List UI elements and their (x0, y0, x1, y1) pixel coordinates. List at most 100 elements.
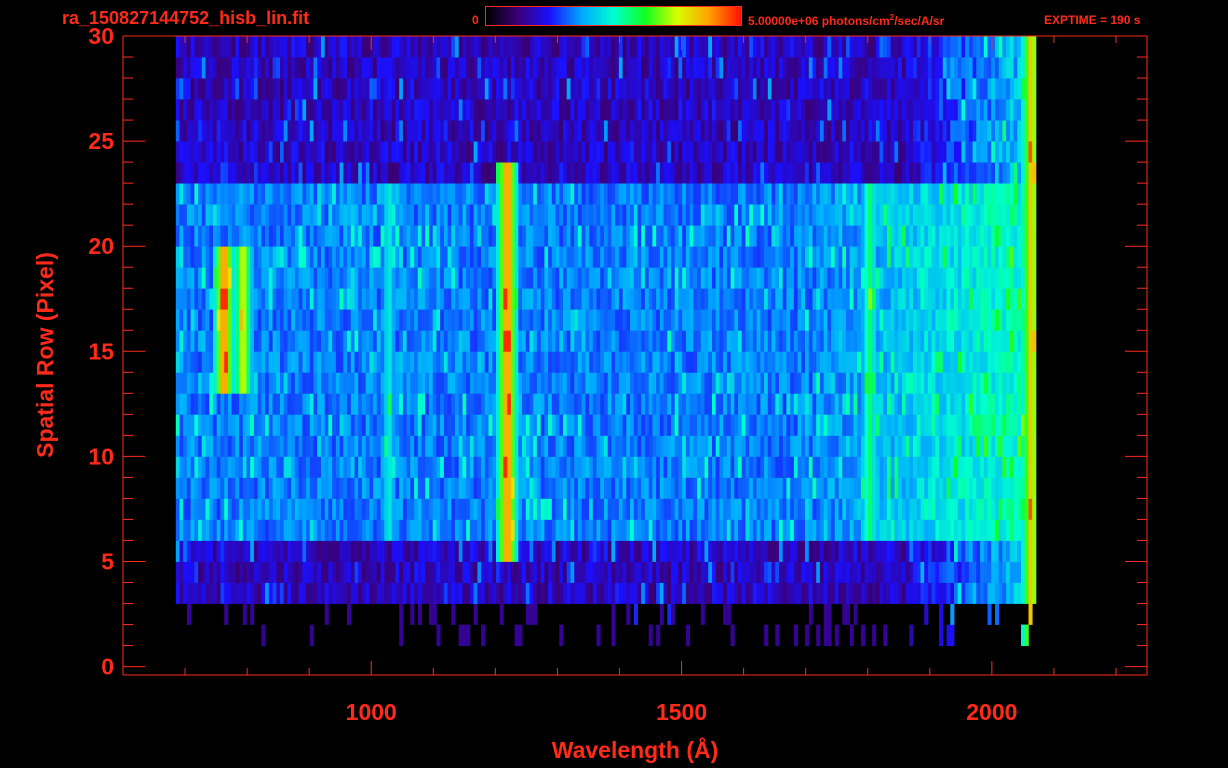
heatmap-cell (380, 456, 385, 478)
heatmap-cell (976, 372, 981, 394)
heatmap-cell (805, 372, 810, 394)
heatmap-cell (548, 519, 553, 541)
heatmap-cell (577, 519, 582, 541)
heatmap-cell (611, 246, 616, 268)
heatmap-cell (209, 372, 214, 394)
heatmap-cell (186, 162, 191, 184)
heatmap-cell (1002, 372, 1007, 394)
heatmap-cell (209, 540, 214, 562)
heatmap-cell (995, 267, 1000, 289)
heatmap-cell (857, 456, 862, 478)
heatmap-cell (838, 246, 843, 268)
heatmap-cell (321, 414, 326, 436)
heatmap-cell (901, 330, 906, 352)
heatmap-cell (957, 288, 962, 310)
heatmap-cell (805, 624, 810, 646)
heatmap-cell (708, 267, 713, 289)
heatmap-cell (462, 225, 467, 247)
heatmap-cell (901, 267, 906, 289)
heatmap-cell (507, 351, 512, 373)
heatmap-cell (957, 372, 962, 394)
heatmap-cell (633, 582, 638, 604)
heatmap-cell (674, 309, 679, 331)
heatmap-cell (689, 183, 694, 205)
heatmap-cell (220, 435, 225, 457)
heatmap-cell (808, 267, 813, 289)
heatmap-cell (253, 162, 258, 184)
heatmap-cell (954, 435, 959, 457)
heatmap-cell (726, 330, 731, 352)
heatmap-cell (242, 330, 247, 352)
heatmap-cell (808, 162, 813, 184)
heatmap-cell (350, 267, 355, 289)
heatmap-cell (678, 498, 683, 520)
heatmap-cell (216, 498, 221, 520)
heatmap-cell (548, 225, 553, 247)
heatmap-cell (175, 141, 180, 163)
heatmap-cell (644, 288, 649, 310)
heatmap-cell (432, 309, 437, 331)
heatmap-cell (812, 582, 817, 604)
heatmap-cell (618, 456, 623, 478)
heatmap-cell (887, 561, 892, 583)
heatmap-cell (451, 267, 456, 289)
heatmap-cell (793, 393, 798, 415)
heatmap-cell (741, 456, 746, 478)
heatmap-cell (492, 288, 497, 310)
heatmap-cell (458, 309, 463, 331)
heatmap-cell (425, 246, 430, 268)
heatmap-cell (965, 162, 970, 184)
heatmap-cell (350, 288, 355, 310)
heatmap-cell (421, 498, 426, 520)
heatmap-cell (447, 309, 452, 331)
heatmap-cell (671, 162, 676, 184)
heatmap-cell (365, 225, 370, 247)
heatmap-cell (380, 141, 385, 163)
heatmap-cell (819, 498, 824, 520)
heatmap-cell (227, 246, 232, 268)
heatmap-cell (496, 456, 501, 478)
heatmap-cell (663, 288, 668, 310)
heatmap-cell (1013, 582, 1018, 604)
heatmap-cell (663, 498, 668, 520)
heatmap-cell (678, 456, 683, 478)
heatmap-cell (730, 435, 735, 457)
heatmap-cell (510, 393, 515, 415)
heatmap-cell (518, 582, 523, 604)
heatmap-cell (946, 456, 951, 478)
heatmap-cell (291, 477, 296, 499)
heatmap-cell (767, 435, 772, 457)
heatmap-cell (186, 351, 191, 373)
heatmap-cell (704, 540, 709, 562)
heatmap-cell (246, 582, 251, 604)
heatmap-cell (782, 309, 787, 331)
heatmap-cell (484, 267, 489, 289)
heatmap-cell (652, 582, 657, 604)
heatmap-cell (1006, 582, 1011, 604)
heatmap-cell (451, 309, 456, 331)
heatmap-cell (257, 267, 262, 289)
heatmap-cell (1024, 561, 1029, 583)
heatmap-cell (872, 414, 877, 436)
heatmap-cell (968, 162, 973, 184)
heatmap-cell (1002, 477, 1007, 499)
heatmap-cell (950, 309, 955, 331)
heatmap-cell (335, 414, 340, 436)
heatmap-cell (186, 519, 191, 541)
heatmap-cell (980, 519, 985, 541)
heatmap-cell (842, 456, 847, 478)
heatmap-cell (239, 372, 244, 394)
heatmap-cell (577, 456, 582, 478)
heatmap-cell (998, 267, 1003, 289)
heatmap-cell (671, 582, 676, 604)
heatmap-cell (294, 372, 299, 394)
heatmap-cell (723, 582, 728, 604)
heatmap-cell (440, 246, 445, 268)
heatmap-cell (242, 372, 247, 394)
heatmap-cell (321, 162, 326, 184)
heatmap-cell (443, 540, 448, 562)
heatmap-cell (548, 561, 553, 583)
heatmap-cell (563, 519, 568, 541)
heatmap-cell (816, 435, 821, 457)
heatmap-cell (946, 477, 951, 499)
